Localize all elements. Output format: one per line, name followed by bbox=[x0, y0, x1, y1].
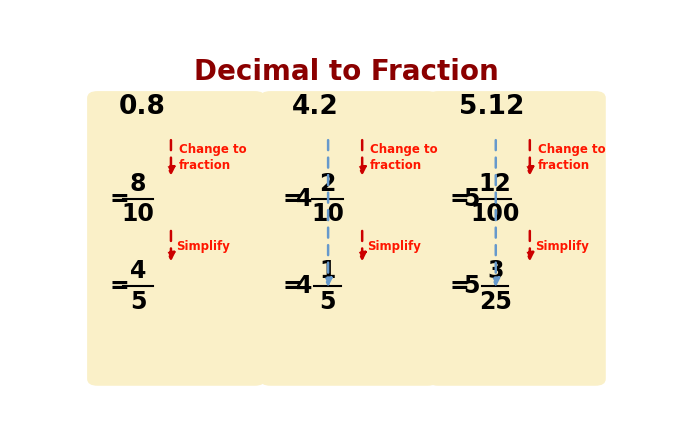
Text: 3: 3 bbox=[487, 259, 504, 283]
Text: Simplify: Simplify bbox=[535, 240, 589, 253]
FancyBboxPatch shape bbox=[87, 91, 265, 386]
Text: 5: 5 bbox=[130, 290, 146, 314]
Text: Simplify: Simplify bbox=[176, 240, 230, 253]
Text: 5: 5 bbox=[464, 187, 480, 211]
Text: 1: 1 bbox=[319, 259, 336, 283]
Text: Change to
fraction: Change to fraction bbox=[178, 143, 247, 172]
Text: =: = bbox=[109, 187, 129, 211]
Text: 5: 5 bbox=[319, 290, 336, 314]
Text: 10: 10 bbox=[311, 202, 344, 227]
FancyBboxPatch shape bbox=[82, 52, 611, 398]
Text: Decimal to Fraction: Decimal to Fraction bbox=[194, 58, 499, 86]
Text: 4.2: 4.2 bbox=[291, 93, 338, 120]
Text: 5.12: 5.12 bbox=[459, 93, 525, 120]
Text: 2: 2 bbox=[319, 172, 336, 196]
Text: 100: 100 bbox=[470, 202, 520, 227]
Text: Change to
fraction: Change to fraction bbox=[537, 143, 605, 172]
Text: =: = bbox=[450, 187, 469, 211]
FancyBboxPatch shape bbox=[260, 91, 438, 386]
FancyBboxPatch shape bbox=[428, 91, 606, 386]
Text: 5: 5 bbox=[464, 275, 480, 299]
Text: 12: 12 bbox=[479, 172, 512, 196]
Text: 25: 25 bbox=[479, 290, 512, 314]
Text: 8: 8 bbox=[130, 172, 146, 196]
Text: 4: 4 bbox=[130, 259, 146, 283]
Text: =: = bbox=[282, 275, 301, 299]
Text: 10: 10 bbox=[122, 202, 154, 227]
Text: 0.8: 0.8 bbox=[118, 93, 166, 120]
Text: 4: 4 bbox=[296, 187, 312, 211]
Text: =: = bbox=[450, 275, 469, 299]
Text: Simplify: Simplify bbox=[368, 240, 421, 253]
Text: 4: 4 bbox=[296, 275, 312, 299]
Text: =: = bbox=[109, 275, 129, 299]
Text: Change to
fraction: Change to fraction bbox=[370, 143, 437, 172]
Text: =: = bbox=[282, 187, 301, 211]
